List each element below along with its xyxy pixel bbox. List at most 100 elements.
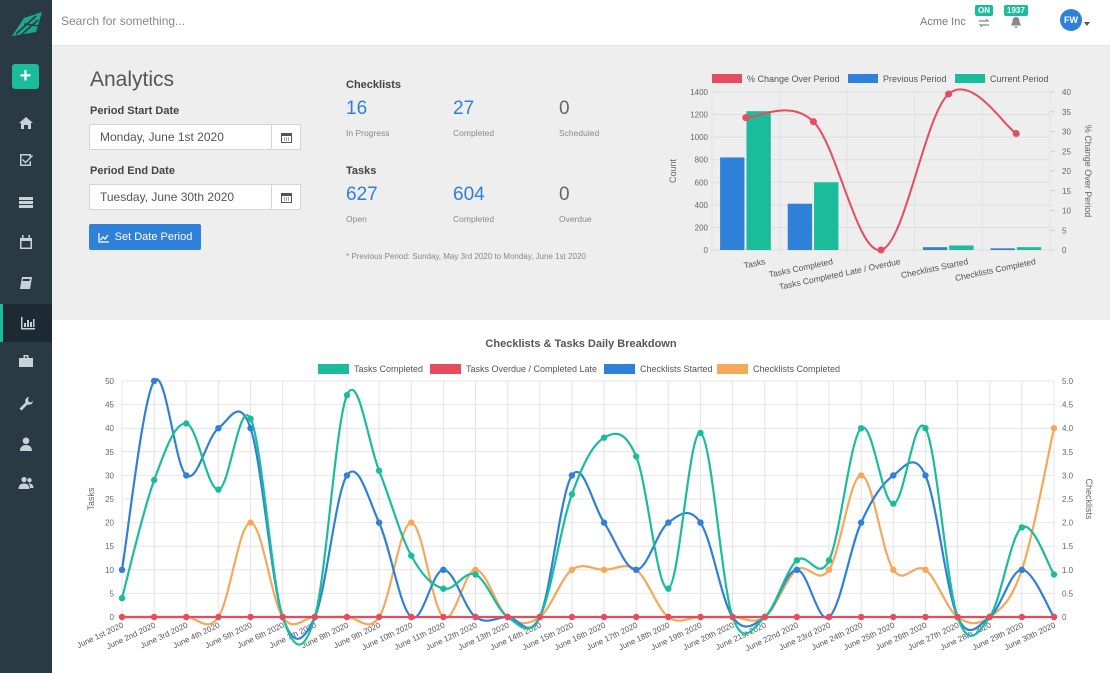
- bar: [814, 182, 839, 250]
- data-point: [440, 566, 447, 573]
- bar: [1016, 247, 1042, 250]
- data-point: [150, 613, 158, 621]
- data-point: [809, 118, 817, 126]
- data-point: [600, 434, 608, 441]
- data-point: [1050, 613, 1058, 621]
- checklists-in-progress-value: 16: [346, 98, 368, 119]
- y2-tick-label: 3.5: [1062, 448, 1074, 457]
- y-tick-label: 45: [105, 401, 114, 410]
- sync-icon[interactable]: [978, 17, 990, 29]
- add-button[interactable]: +: [12, 64, 39, 89]
- series-line: [122, 427, 1056, 626]
- data-point: [665, 585, 672, 592]
- y-tick-label: 40: [105, 424, 114, 433]
- period-end-label: Period End Date: [90, 165, 175, 177]
- legend-label: Checklists Started: [640, 364, 713, 374]
- legend-swatch: [717, 364, 748, 374]
- data-point: [408, 519, 415, 526]
- y2-tick-label: 2.5: [1062, 495, 1074, 504]
- data-point: [665, 519, 672, 526]
- data-point: [215, 613, 222, 621]
- data-point: [408, 552, 415, 559]
- users-icon: [18, 477, 34, 489]
- y2-tick-label: 15: [1062, 187, 1071, 196]
- data-point: [825, 613, 833, 621]
- sidebar-item-home[interactable]: [0, 104, 52, 142]
- data-point: [633, 566, 640, 573]
- period-start-label: Period Start Date: [90, 105, 180, 117]
- tasks-title: Tasks: [346, 165, 377, 177]
- search-input[interactable]: Search for something...: [61, 14, 186, 28]
- calendar-icon[interactable]: [271, 125, 300, 149]
- data-point: [118, 613, 126, 621]
- bar: [949, 245, 974, 250]
- sidebar-item-check-square[interactable]: [0, 141, 52, 179]
- data-point: [922, 613, 929, 621]
- avatar[interactable]: FW: [1060, 9, 1082, 31]
- top-bar: Search for something... Acme Inc ON 1937…: [52, 0, 1110, 46]
- checklists-completed-label: Completed: [453, 128, 495, 138]
- data-point: [890, 500, 897, 507]
- data-point: [633, 453, 640, 460]
- sidebar-item-user[interactable]: [0, 425, 52, 463]
- sidebar-item-users[interactable]: [0, 464, 52, 502]
- y-tick-label: 10: [105, 566, 114, 575]
- y2-tick-label: 30: [1062, 128, 1071, 137]
- set-date-period-button[interactable]: Set Date Period: [89, 224, 201, 250]
- calendar-icon[interactable]: [271, 185, 300, 209]
- server-icon: [19, 197, 33, 208]
- bar: [746, 111, 771, 250]
- y-tick-label: 35: [105, 448, 114, 457]
- book-icon: [20, 277, 32, 289]
- sidebar-item-wrench[interactable]: [0, 385, 52, 423]
- data-point: [1018, 613, 1026, 621]
- company-name[interactable]: Acme Inc: [920, 16, 966, 28]
- data-point: [793, 566, 801, 573]
- chevron-down-icon[interactable]: [1084, 22, 1090, 26]
- data-point: [633, 613, 640, 621]
- data-point: [665, 613, 672, 621]
- data-point: [247, 613, 254, 621]
- y-tick-label: 30: [105, 471, 114, 480]
- data-point: [247, 519, 254, 526]
- data-point: [742, 114, 750, 122]
- data-point: [568, 566, 576, 573]
- series-line: [745, 88, 1017, 252]
- sidebar-item-briefcase[interactable]: [0, 342, 52, 380]
- sidebar-item-calendar[interactable]: [0, 223, 52, 261]
- bar: [720, 157, 745, 250]
- data-point: [311, 613, 319, 621]
- legend-swatch: [955, 74, 985, 83]
- logo-icon[interactable]: [10, 10, 44, 40]
- data-point: [857, 519, 865, 526]
- data-point: [954, 613, 961, 621]
- sidebar-item-book[interactable]: [0, 264, 52, 302]
- x-tick-label: Tasks: [743, 256, 766, 270]
- period-end-field[interactable]: Tuesday, June 30th 2020: [89, 184, 301, 210]
- tasks-overdue-value: 0: [559, 184, 570, 205]
- sidebar-item-server[interactable]: [0, 183, 52, 221]
- data-point: [440, 613, 447, 621]
- legend-label: % Change Over Period: [747, 74, 840, 84]
- period-start-field[interactable]: Monday, June 1st 2020: [89, 124, 301, 150]
- data-point: [1050, 425, 1058, 432]
- period-comparison-chart: % Change Over Period Previous Period Curre…: [668, 74, 1093, 292]
- data-point: [183, 420, 190, 427]
- bell-icon[interactable]: [1010, 16, 1022, 29]
- sidebar-item-bar-chart[interactable]: [0, 304, 52, 342]
- data-point: [825, 557, 833, 564]
- data-point: [1018, 566, 1026, 573]
- data-point: [343, 391, 351, 399]
- previous-period-note: * Previous Period: Sunday, May 3rd 2020 …: [346, 252, 586, 261]
- y-tick-label: 1200: [690, 111, 708, 120]
- line-chart-icon: [98, 232, 109, 243]
- data-point: [375, 467, 383, 474]
- page-title: Analytics: [90, 68, 175, 91]
- series-line: [120, 378, 1055, 640]
- bar-chart-icon: [20, 317, 35, 330]
- legend-swatch: [430, 364, 461, 374]
- check-square-icon: [20, 154, 33, 166]
- data-point: [729, 613, 736, 621]
- bar: [922, 247, 948, 250]
- sync-badge: ON: [975, 5, 993, 16]
